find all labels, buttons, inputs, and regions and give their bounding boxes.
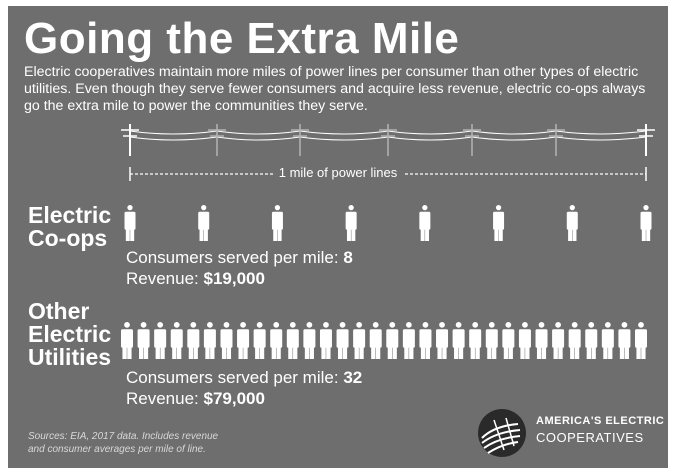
others-revenue-label: Revenue: [126, 389, 204, 408]
person-icon [493, 205, 505, 241]
sources-line2: and consumer averages per mile of line. [28, 444, 206, 455]
person-icon [187, 322, 200, 359]
person-icon [402, 322, 415, 359]
others-label-line3: Utilities [28, 344, 112, 370]
person-icon [271, 205, 283, 241]
sources-line1: Sources: EIA, 2017 data. Includes revenu… [28, 431, 219, 442]
person-icon [535, 322, 548, 359]
person-icon [419, 322, 432, 359]
person-icon [353, 322, 366, 359]
coops-label-line1: Electric [28, 202, 112, 228]
person-icon [124, 205, 136, 241]
others-consumers-value: 32 [343, 368, 363, 387]
person-icon [635, 322, 647, 359]
others-label-line1: Other [28, 298, 90, 324]
power-poles [121, 124, 655, 156]
others-consumers-stat: Consumers served per mile: 32 [126, 368, 362, 388]
others-label: Other Electric Utilities [28, 300, 111, 369]
person-icon [436, 322, 449, 359]
person-icon [568, 322, 581, 359]
power-pole-icon [208, 124, 226, 156]
mile-label: 1 mile of power lines [8, 165, 668, 181]
person-icon [518, 322, 531, 359]
person-icon [253, 322, 266, 359]
coops-consumers-value: 8 [343, 248, 353, 267]
person-icon [336, 322, 349, 359]
power-pole-icon [547, 124, 565, 156]
person-icon [640, 205, 652, 241]
coops-revenue-stat: Revenue: $19,000 [126, 269, 265, 289]
person-icon [319, 322, 332, 359]
person-icon [452, 322, 465, 359]
others-revenue-value: $79,000 [203, 389, 265, 408]
power-pole-icon [637, 124, 655, 156]
power-pole-icon [121, 124, 139, 156]
person-icon [121, 322, 133, 359]
sources-note: Sources: EIA, 2017 data. Includes revenu… [28, 430, 308, 456]
person-icon [303, 322, 316, 359]
aec-logo-icon [478, 409, 526, 457]
infographic-panel: Going the Extra Mile Electric cooperativ… [8, 6, 668, 468]
brand-sub: COOPERATIVES [536, 430, 644, 445]
person-icon [485, 322, 498, 359]
others-consumers-label: Consumers served per mile: [126, 368, 344, 387]
coops-label-line2: Co-ops [28, 225, 108, 251]
person-icon [369, 322, 382, 359]
coops-consumers-stat: Consumers served per mile: 8 [126, 248, 353, 268]
others-label-line2: Electric [28, 321, 112, 347]
person-icon [170, 322, 183, 359]
power-pole-icon [463, 124, 481, 156]
coop-people [124, 205, 652, 241]
person-icon [198, 205, 210, 241]
person-icon [566, 205, 578, 241]
brand-name: AMERICA'S ELECTRIC [536, 415, 665, 427]
person-icon [220, 322, 233, 359]
others-revenue-stat: Revenue: $79,000 [126, 389, 265, 409]
coops-revenue-value: $19,000 [203, 269, 265, 288]
other-people [121, 322, 647, 359]
person-icon [502, 322, 515, 359]
person-icon [286, 322, 299, 359]
person-icon [154, 322, 167, 359]
page-title: Going the Extra Mile [24, 14, 460, 63]
person-icon [237, 322, 250, 359]
person-icon [469, 322, 482, 359]
coops-consumers-label: Consumers served per mile: [126, 248, 344, 267]
person-icon [203, 322, 216, 359]
person-icon [386, 322, 399, 359]
power-pole-icon [379, 124, 397, 156]
person-icon [601, 322, 614, 359]
intro-text: Electric cooperatives maintain more mile… [24, 64, 646, 114]
person-icon [552, 322, 565, 359]
person-icon [270, 322, 283, 359]
person-icon [618, 322, 631, 359]
coops-revenue-label: Revenue: [126, 269, 204, 288]
person-icon [419, 205, 431, 241]
person-icon [345, 205, 357, 241]
mile-label-text: 1 mile of power lines [272, 165, 404, 180]
person-icon [585, 322, 598, 359]
illustration [121, 124, 655, 457]
power-pole-icon [291, 124, 309, 156]
coops-label: Electric Co-ops [28, 204, 111, 250]
person-icon [137, 322, 150, 359]
